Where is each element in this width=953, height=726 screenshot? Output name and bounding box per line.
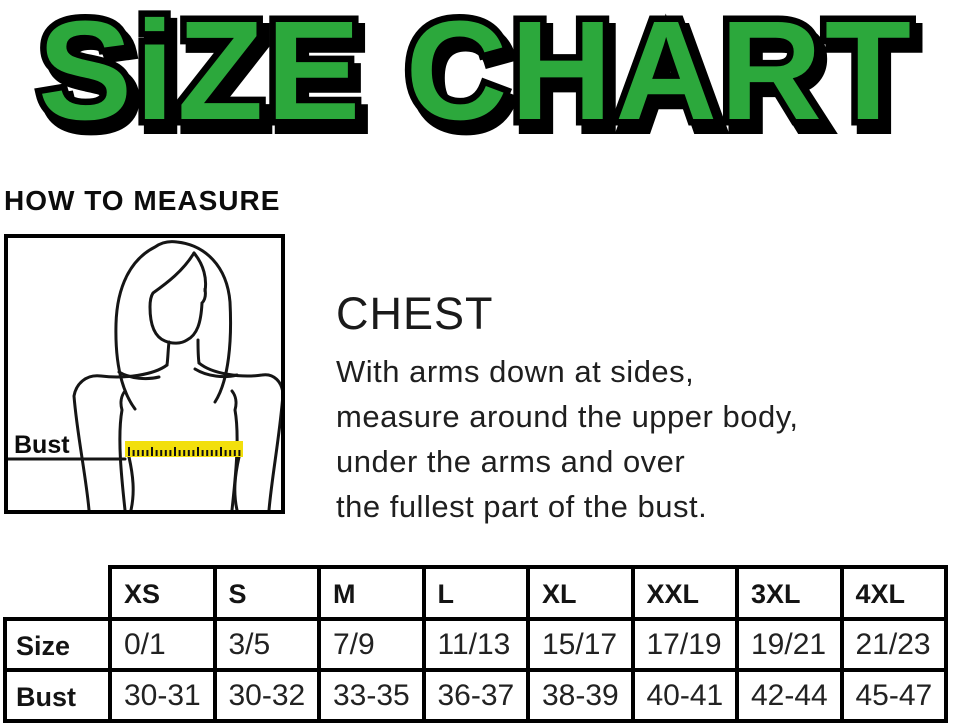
size-chart-title: SiZE CHART SiZE CHART [0,0,953,164]
size-value-cell: 45-47 [839,668,948,723]
bust-label: Bust [14,431,70,459]
size-value-cell: 3/5 [212,617,321,672]
size-column-header: 4XL [839,565,948,621]
measure-diagram-box: Bust [4,234,285,514]
size-column-header: L [421,565,530,621]
title-graphic: SiZE CHART SiZE CHART [32,0,925,164]
title-text: SiZE CHART [38,0,914,149]
size-value-cell: 42-44 [735,668,844,723]
table-row: Size 0/1 3/5 7/9 11/13 15/17 17/19 19/21 21/23 [3,617,948,672]
chest-instructions-block: CHEST With arms down at sides, measure a… [336,288,951,529]
row-label: Bust [3,668,112,723]
size-column-header: XS [108,565,217,621]
measuring-tape [125,441,243,457]
table-row: Bust 30-31 30-32 33-35 36-37 38-39 40-41 42-44 4… [3,668,948,723]
size-value-cell: 30-32 [212,668,321,723]
torso-lines [127,455,241,510]
hair-outline [114,240,233,411]
row-label: Size [3,617,112,672]
chest-instructions-text: With arms down at sides, measure around … [336,354,799,524]
size-value-cell: 36-37 [421,668,530,723]
size-value-cell: 40-41 [630,668,739,723]
size-column-header: XL [526,565,635,621]
size-value-cell: 0/1 [108,617,217,672]
size-table: XS S M L XL XXL 3XL 4XL Size 0/1 3/5 7/9 11/13 15/17 1… [3,565,948,723]
title-shadow-text: SiZE CHART [44,0,920,157]
size-value-cell: 19/21 [735,617,844,672]
body-outline-figure: Bust [8,240,281,510]
shoulder-arm-lines [72,361,281,510]
size-value-cell: 11/13 [421,617,530,672]
size-column-header: S [212,565,321,621]
size-value-cell: 21/23 [839,617,948,672]
table-corner-spacer [5,567,110,619]
size-value-cell: 7/9 [317,617,426,672]
size-value-cell: 15/17 [526,617,635,672]
clavicle-lines [117,367,239,381]
size-column-header: M [317,565,426,621]
size-column-header: 3XL [735,565,844,621]
how-to-measure-heading: HOW TO MEASURE [4,185,281,216]
neck-lines [165,338,201,367]
size-value-cell: 17/19 [630,617,739,672]
size-value-cell: 33-35 [317,668,426,723]
tape-tick-marks [128,447,241,456]
size-column-header: XXL [630,565,739,621]
size-value-cell: 30-31 [108,668,217,723]
chest-heading: CHEST [336,288,494,339]
size-value-cell: 38-39 [526,668,635,723]
face-outline [148,251,207,345]
